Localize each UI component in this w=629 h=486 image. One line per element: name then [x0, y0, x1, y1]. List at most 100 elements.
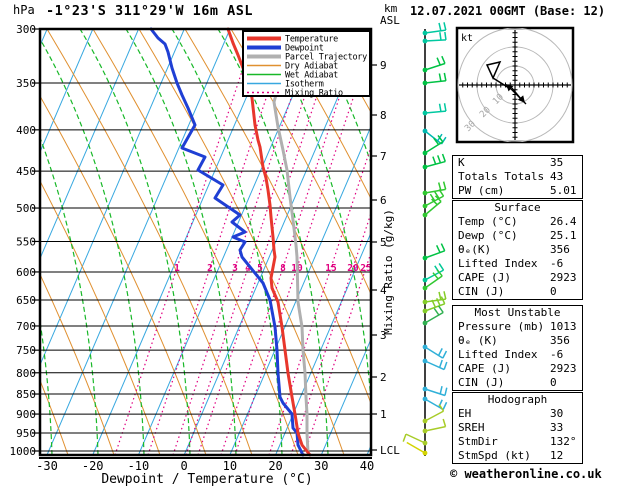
row-label: CIN (J): [458, 285, 505, 298]
table-row: Temp (°C) 26.4: [453, 215, 582, 229]
mixing-ratio-line: [114, 29, 257, 455]
row-label: K: [458, 156, 465, 169]
pressure-unit-label: hPa: [13, 3, 35, 17]
indices-table-surface: Surface Temp (°C) 26.4 Dewp (°C) 25.1 θₑ(K…: [452, 200, 583, 300]
table-row: CIN (J) 0: [453, 285, 582, 299]
table-row: EH 30: [453, 407, 582, 421]
isotherm-line: [229, 125, 371, 455]
km-tick-label: 9: [380, 59, 387, 72]
row-value: 2923: [550, 271, 577, 284]
dry-adiabat-line: [184, 29, 371, 405]
table-title: Surface: [494, 201, 541, 214]
hodograph-trace-line: [492, 77, 510, 89]
mixing-ratio-line: [234, 42, 371, 455]
wind-barb: [422, 181, 447, 196]
table-row: StmDir 132°: [453, 435, 582, 449]
wind-barb: [422, 396, 448, 411]
row-value: 0: [550, 285, 557, 298]
table-row: CIN (J) 0: [453, 376, 582, 390]
row-label: StmSpd (kt): [458, 449, 531, 462]
table-row: Dewp (°C) 25.1: [453, 229, 582, 243]
wind-barb: [422, 269, 443, 291]
row-value: -6: [550, 348, 564, 361]
indices-table-general: K 35 Totals Totals 43 PW (cm) 5.01: [452, 155, 583, 199]
mixing-ratio-line: [220, 29, 363, 455]
table-row: PW (cm) 5.01: [453, 184, 582, 198]
row-label: Lifted Index: [458, 348, 538, 361]
table-row: CAPE (J) 2923: [453, 271, 582, 285]
row-value: 33: [550, 421, 564, 434]
legend-item-label: Wet Adiabat: [285, 71, 338, 81]
mixing-ratio-line: [172, 29, 315, 455]
dry-adiabat-line: [92, 29, 299, 455]
wet-adiabat-line: [0, 29, 6, 455]
pressure-tick-label: 700: [16, 320, 36, 333]
isotherm-line: [320, 338, 371, 455]
table-row: Lifted Index -6: [453, 257, 582, 271]
legend-item-label: Parcel Trajectory: [285, 53, 367, 63]
pressure-tick-label: 350: [16, 77, 36, 90]
hodograph-unit-label: kt: [461, 33, 473, 44]
row-value: 35: [550, 156, 564, 169]
row-label: PW (cm): [458, 184, 505, 197]
pressure-tick-label: 650: [16, 294, 36, 307]
km-tick-label: 4: [380, 284, 387, 297]
dry-adiabat-line: [40, 273, 115, 455]
dry-adiabat-line: [46, 29, 253, 455]
wind-barb: [422, 72, 447, 86]
pressure-tick-label: 450: [16, 165, 36, 178]
table-row: K 35: [453, 156, 582, 170]
row-label: Pressure (mb): [458, 320, 545, 333]
row-value: 30: [550, 407, 564, 420]
pressure-gridlines: 300 350 400 450 500 550 600 650 700 750 800 850 900 9…: [10, 23, 371, 458]
row-value: 25.1: [550, 229, 577, 242]
wind-barb-column: [402, 22, 448, 456]
temp-tick-label: 40: [360, 459, 374, 473]
isotherm-line: [0, 29, 1, 455]
row-value: 12: [550, 449, 564, 462]
dry-adiabat-line: [138, 29, 345, 455]
legend-item-label: Dry Adiabat: [285, 62, 338, 72]
km-tick-label: 5: [380, 236, 387, 249]
mixing-ratio-label: 2: [207, 263, 213, 274]
row-value: 0: [550, 376, 557, 389]
isotherm-line: [40, 29, 94, 154]
table-row: Totals Totals 43: [453, 170, 582, 184]
shear-arrow-head: [506, 84, 514, 92]
dry-adiabat-line: [599, 29, 629, 455]
wind-barb: [422, 418, 447, 434]
temp-tick-label: 30: [314, 459, 328, 473]
wind-barb: [422, 195, 442, 218]
wind-barb: [422, 135, 444, 156]
wind-barb: [422, 404, 445, 424]
pressure-tick-label: 1000: [10, 445, 37, 458]
row-label: CIN (J): [458, 376, 505, 389]
pressure-tick-label: 550: [16, 235, 36, 248]
temp-tick-label: 20: [268, 459, 282, 473]
mixing-ratio-label: 1: [174, 263, 180, 274]
wet-adiabat-line: [263, 29, 371, 410]
isotherm-line: [46, 29, 231, 455]
table-row: θₑ (K) 356: [453, 334, 582, 348]
row-value: 356: [550, 243, 570, 256]
pressure-tick-label: 850: [16, 388, 36, 401]
dry-adiabat-line: [40, 180, 161, 455]
mixing-ratio-label: 15: [325, 263, 337, 274]
pressure-tick-label: 300: [16, 23, 36, 36]
mixing-ratio-label: 5: [257, 263, 263, 274]
row-label: Lifted Index: [458, 257, 538, 270]
legend-box: [242, 30, 371, 97]
row-value: 26.4: [550, 215, 577, 228]
mixing-ratio-line: [147, 29, 290, 455]
row-value: 2923: [550, 362, 577, 375]
storm-motion-arrow-head: [517, 95, 525, 103]
isotherm-line: [183, 29, 368, 455]
temperature-axis: -30 -20 -10 0 10 20 30 40 Dewpoint / Temperature…: [36, 459, 374, 486]
row-label: Dewp (°C): [458, 229, 518, 242]
parcel-trajectory-curve: [272, 93, 310, 455]
km-tick-label: 7: [380, 150, 387, 163]
row-value: 1013: [550, 320, 577, 333]
km-tick-label: 2: [380, 371, 387, 384]
